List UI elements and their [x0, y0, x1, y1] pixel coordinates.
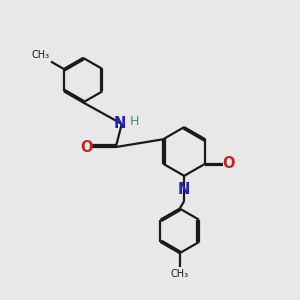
Text: H: H: [130, 115, 139, 128]
Text: CH₃: CH₃: [171, 269, 189, 279]
Text: CH₃: CH₃: [31, 50, 50, 60]
Text: N: N: [114, 116, 127, 131]
Text: N: N: [178, 182, 190, 197]
Text: O: O: [80, 140, 93, 155]
Text: O: O: [222, 156, 235, 171]
